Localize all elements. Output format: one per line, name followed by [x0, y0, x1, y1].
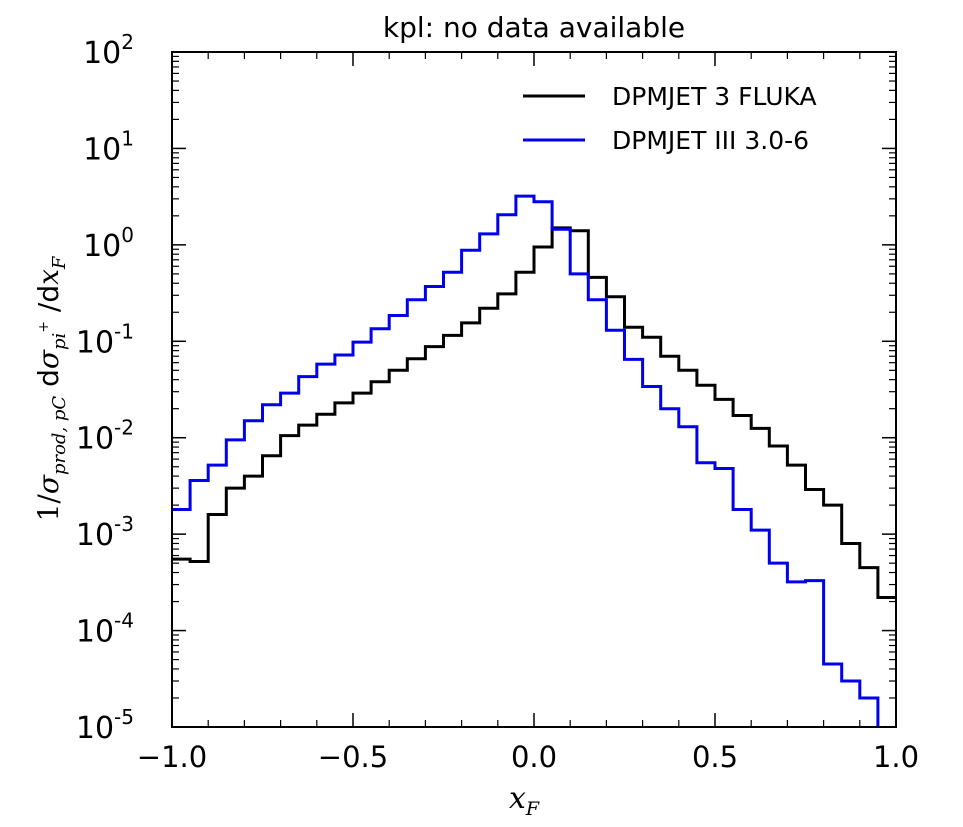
y-tick-label: 10-4: [76, 609, 134, 650]
y-axis-label: 1/σprod, pC dσpi+ /dxF: [32, 255, 70, 521]
x-tick-label: 0.0: [511, 740, 557, 774]
y-tick-label: 10-1: [76, 319, 134, 360]
x-tick-label: −1.0: [137, 740, 207, 774]
series-layer: [172, 194, 896, 727]
series-line-dpmjet-iii-3-0-6: [172, 194, 880, 727]
plot-frame: [171, 51, 897, 728]
x-tick-label: 1.0: [873, 740, 919, 774]
y-tick-label: 101: [83, 126, 134, 167]
x-tick-label: −0.5: [318, 740, 388, 774]
chart-title: kpl: no data available: [383, 11, 685, 44]
legend-label-dpmjet-iii: DPMJET III 3.0-6: [612, 126, 809, 155]
legend-label-fluka: DPMJET 3 FLUKA: [612, 82, 817, 111]
y-tick-label: 10-5: [76, 705, 134, 746]
x-axis-label: xF: [509, 781, 540, 820]
legend: DPMJET 3 FLUKA DPMJET III 3.0-6: [523, 82, 817, 155]
series-line-dpmjet-3-fluka: [172, 226, 896, 600]
ticks-layer: −1.0 −0.5 0.0 0.5 1.0 102 101 100 10-1 10-2 10-3 10…: [76, 30, 919, 774]
y-tick-label: 102: [83, 30, 134, 71]
y-tick-label: 100: [83, 223, 134, 264]
y-tick-label: 10-3: [76, 512, 134, 553]
y-tick-label: 10-2: [76, 416, 134, 457]
x-tick-label: 0.5: [692, 740, 738, 774]
